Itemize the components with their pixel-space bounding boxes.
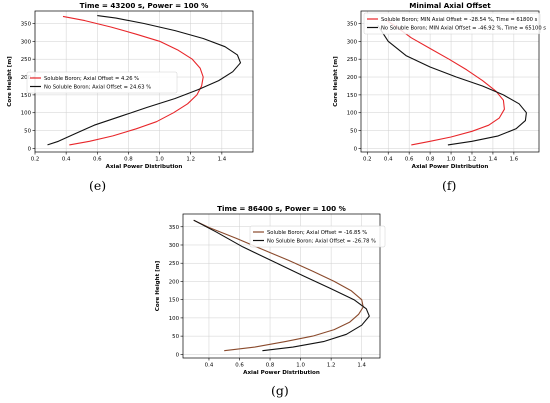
x-tick-label: 1.2	[468, 157, 477, 163]
plot-frame	[182, 213, 381, 359]
y-tick-label: 100	[21, 111, 32, 117]
x-tick-label: 0.2	[363, 157, 372, 163]
y-axis-label: Core Height [m]	[155, 260, 161, 311]
legend: Soluble Boron; MIN Axial Offset = -28.54…	[363, 12, 546, 35]
x-tick-label: 1.6	[510, 157, 519, 163]
y-tick-label: 350	[169, 225, 180, 231]
y-tick-label: 150	[21, 93, 32, 99]
x-tick-label: 0.4	[384, 157, 393, 163]
y-tick-label: 0	[28, 146, 32, 152]
legend: Soluble Boron; Axial Offset = -16.85 % No…	[249, 225, 386, 248]
y-tick-label: 350	[347, 21, 358, 27]
y-tick-label: 250	[21, 57, 32, 63]
y-tick-label: 200	[21, 75, 32, 81]
y-tick-label: 150	[169, 298, 180, 304]
legend-box	[26, 71, 178, 94]
y-axis-label: Core Height [m]	[333, 56, 339, 107]
y-tick-label: 50	[350, 129, 357, 135]
chart-title: Time = 43200 s, Power = 100 %	[80, 1, 209, 10]
x-tick-label: 1.0	[155, 157, 164, 163]
x-tick-label: 1.0	[296, 363, 305, 369]
y-tick-label: 100	[347, 111, 358, 117]
x-axis-label: Axial Power Distribution	[412, 164, 489, 170]
x-tick-label: 1.2	[327, 363, 336, 369]
x-tick-label: 0.4	[62, 157, 71, 163]
x-tick-label: 1.0	[447, 157, 456, 163]
y-tick-label: 0	[176, 352, 180, 358]
legend-box	[363, 12, 541, 35]
caption-e: (e)	[89, 178, 107, 193]
legend: Soluble Boron; Axial Offset = 4.26 % No S…	[26, 71, 178, 94]
y-axis-label: Core Height [m]	[7, 56, 13, 107]
x-tick-label: 0.2	[31, 157, 40, 163]
legend-label: No Soluble Boron; Axial Offset = -26.78 …	[267, 238, 376, 244]
x-tick-label: 0.4	[205, 363, 214, 369]
series-line-1	[385, 19, 505, 146]
x-tick-label: 0.6	[235, 363, 244, 369]
y-tick-label: 250	[169, 261, 180, 267]
caption-f: (f)	[442, 178, 457, 193]
chart-panel-e: Time = 43200 s, Power = 100 % 0.2 0.4 0.6 0.…	[7, 1, 254, 170]
plot-frame	[360, 10, 540, 153]
x-tick-label: 1.2	[186, 157, 195, 163]
y-tick-label: 300	[347, 39, 358, 45]
legend-label: No Soluble Boron; MIN Axial Offset = -46…	[381, 25, 546, 31]
y-tick-label: 50	[24, 129, 31, 135]
chart-title: Minimal Axial Offset	[409, 1, 491, 10]
series-line-2	[47, 15, 242, 146]
chart-title: Time = 86400 s, Power = 100 %	[217, 204, 346, 213]
y-tick-label: 200	[347, 75, 358, 81]
legend-label: Soluble Boron; Axial Offset = -16.85 %	[267, 230, 367, 236]
series-line-2	[377, 25, 527, 146]
series-line-1	[62, 15, 204, 146]
x-tick-label: 0.6	[405, 157, 414, 163]
x-tick-label: 0.8	[266, 363, 275, 369]
chart-panel-g: Time = 86400 s, Power = 100 % 0.4 0.6 0.8 1.…	[155, 204, 386, 376]
legend-box	[249, 225, 386, 248]
x-tick-label: 0.8	[124, 157, 133, 163]
y-tick-label: 100	[169, 316, 180, 322]
legend-label: No Soluble Boron; Axial Offset = 24.63 %	[44, 84, 151, 90]
x-tick-label: 0.6	[93, 157, 102, 163]
y-tick-label: 0	[354, 146, 358, 152]
series-line-2	[193, 219, 370, 352]
y-tick-label: 50	[172, 334, 179, 340]
y-tick-label: 150	[347, 93, 358, 99]
x-tick-label: 1.4	[357, 363, 366, 369]
caption-g: (g)	[271, 383, 289, 398]
x-axis-label: Axial Power Distribution	[106, 164, 183, 170]
x-tick-label: 0.8	[426, 157, 435, 163]
y-tick-label: 300	[169, 243, 180, 249]
legend-label: Soluble Boron; Axial Offset = 4.26 %	[44, 76, 139, 82]
chart-panel-f: Minimal Axial Offset 0.2 0.4 0.6 0.8 1.0 1.2 1.…	[333, 1, 546, 170]
y-tick-label: 200	[169, 279, 180, 285]
y-tick-label: 300	[21, 39, 32, 45]
x-axis-label: Axial Power Distribution	[243, 370, 320, 376]
x-tick-label: 1.4	[489, 157, 498, 163]
x-tick-label: 1.4	[218, 157, 227, 163]
y-tick-label: 350	[21, 21, 32, 27]
legend-label: Soluble Boron; MIN Axial Offset = -28.54…	[381, 17, 538, 23]
y-tick-label: 250	[347, 57, 358, 63]
